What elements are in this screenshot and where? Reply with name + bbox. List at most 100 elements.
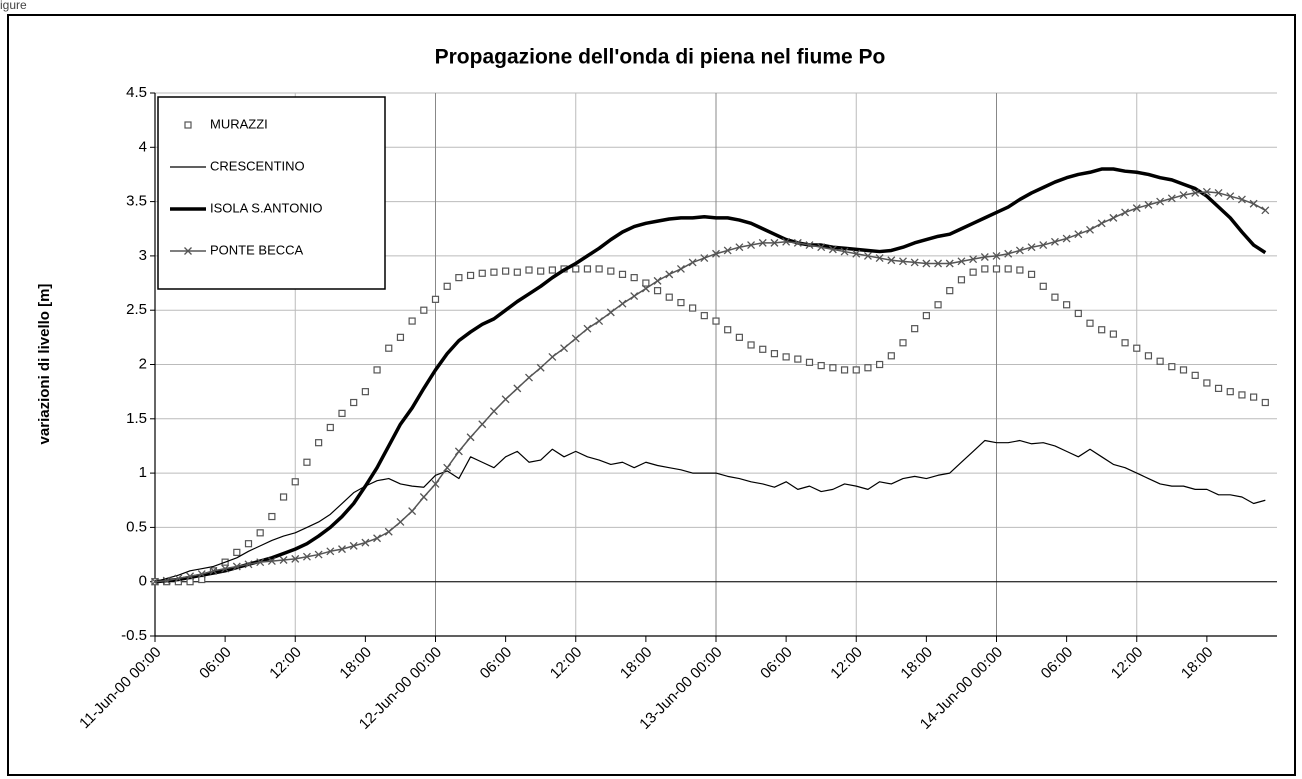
- y-tick-label: 3: [139, 247, 147, 264]
- legend-label: CRESCENTINO: [210, 158, 305, 173]
- data-point: [840, 366, 849, 374]
- x-tick-label: 12:00: [266, 644, 305, 683]
- data-point: [875, 254, 884, 263]
- y-tick-label: 4.5: [126, 84, 147, 101]
- data-point: [1156, 357, 1164, 365]
- data-point: [186, 572, 195, 581]
- data-point: [712, 317, 720, 325]
- data-point: [267, 557, 276, 566]
- data-point: [840, 247, 849, 256]
- x-tick-label: 06:00: [196, 644, 235, 683]
- data-point: [1062, 234, 1071, 243]
- data-point: [1167, 194, 1176, 203]
- y-tick-label: 2: [139, 355, 147, 372]
- data-point: [981, 265, 989, 273]
- data-point: [641, 284, 650, 293]
- data-point: [489, 407, 498, 416]
- data-point: [770, 350, 779, 358]
- data-point: [1261, 398, 1269, 407]
- data-point: [887, 256, 896, 265]
- data-point: [676, 264, 685, 273]
- y-tick-label: 4: [139, 138, 147, 155]
- data-point: [945, 259, 954, 268]
- data-point: [502, 267, 510, 275]
- data-point: [922, 259, 931, 268]
- data-point: [934, 259, 943, 268]
- data-point: [583, 324, 592, 333]
- data-point: [618, 270, 627, 278]
- y-axis-label: variazioni di livello [m]: [36, 284, 53, 445]
- data-point: [1039, 282, 1047, 290]
- data-point: [805, 358, 814, 366]
- data-point: [408, 507, 417, 516]
- data-point: [946, 287, 954, 295]
- data-point: [1168, 363, 1176, 371]
- series-line: [154, 439, 1266, 583]
- data-point: [548, 266, 556, 274]
- data-point: [443, 282, 451, 290]
- data-point: [1214, 384, 1223, 392]
- data-point: [571, 334, 580, 343]
- data-point: [419, 493, 428, 501]
- data-point: [291, 554, 300, 563]
- data-point: [817, 361, 825, 370]
- data-point: [1250, 393, 1258, 401]
- data-point: [455, 274, 463, 282]
- data-point: [1074, 230, 1083, 239]
- data-point: [607, 267, 615, 275]
- data-point: [1015, 246, 1024, 255]
- data-point: [1191, 188, 1200, 197]
- data-point: [747, 341, 755, 349]
- data-point: [279, 493, 288, 501]
- data-point: [326, 547, 335, 556]
- data-point: [759, 345, 767, 353]
- data-point: [1016, 266, 1024, 274]
- data-point: [1050, 237, 1059, 246]
- data-point: [980, 253, 989, 261]
- data-point: [969, 268, 977, 276]
- data-point: [1004, 249, 1013, 258]
- data-point: [1133, 344, 1141, 352]
- data-point: [1249, 199, 1258, 208]
- data-point: [969, 255, 978, 264]
- data-point: [268, 512, 276, 521]
- y-tick-label: 0: [139, 573, 147, 590]
- data-point: [992, 265, 1001, 273]
- data-point: [1226, 192, 1235, 201]
- data-point: [1004, 265, 1012, 273]
- data-point: [396, 518, 405, 526]
- data-point: [630, 292, 639, 301]
- chart-title: Propagazione dell'onda di piena nel fium…: [435, 46, 886, 69]
- data-point: [501, 395, 510, 404]
- data-point: [302, 552, 311, 561]
- data-point: [478, 269, 486, 277]
- data-point: [232, 562, 241, 571]
- data-point: [560, 344, 569, 353]
- data-point: [1086, 319, 1094, 327]
- data-point: [712, 249, 720, 258]
- data-point: [478, 420, 487, 429]
- data-point: [606, 308, 615, 317]
- data-point: [361, 388, 369, 396]
- data-point: [689, 304, 697, 312]
- data-point: [244, 560, 253, 569]
- data-point: [595, 317, 604, 326]
- data-point: [385, 344, 393, 352]
- data-point: [1156, 197, 1165, 206]
- y-tick-label: 1.5: [126, 410, 147, 427]
- data-point: [431, 295, 440, 303]
- data-point: [174, 574, 183, 583]
- y-tick-label: 3.5: [126, 193, 147, 210]
- x-tick-label: 18:00: [336, 644, 375, 683]
- data-point: [1027, 243, 1036, 252]
- legend-box: [157, 96, 386, 290]
- data-point: [782, 353, 790, 361]
- data-point: [1226, 388, 1234, 396]
- data-point: [876, 360, 884, 369]
- data-point: [186, 578, 194, 586]
- data-point: [151, 577, 159, 586]
- data-point: [338, 409, 346, 417]
- data-point: [384, 527, 393, 536]
- data-point: [303, 458, 311, 466]
- x-tick-label: 06:00: [1038, 644, 1077, 683]
